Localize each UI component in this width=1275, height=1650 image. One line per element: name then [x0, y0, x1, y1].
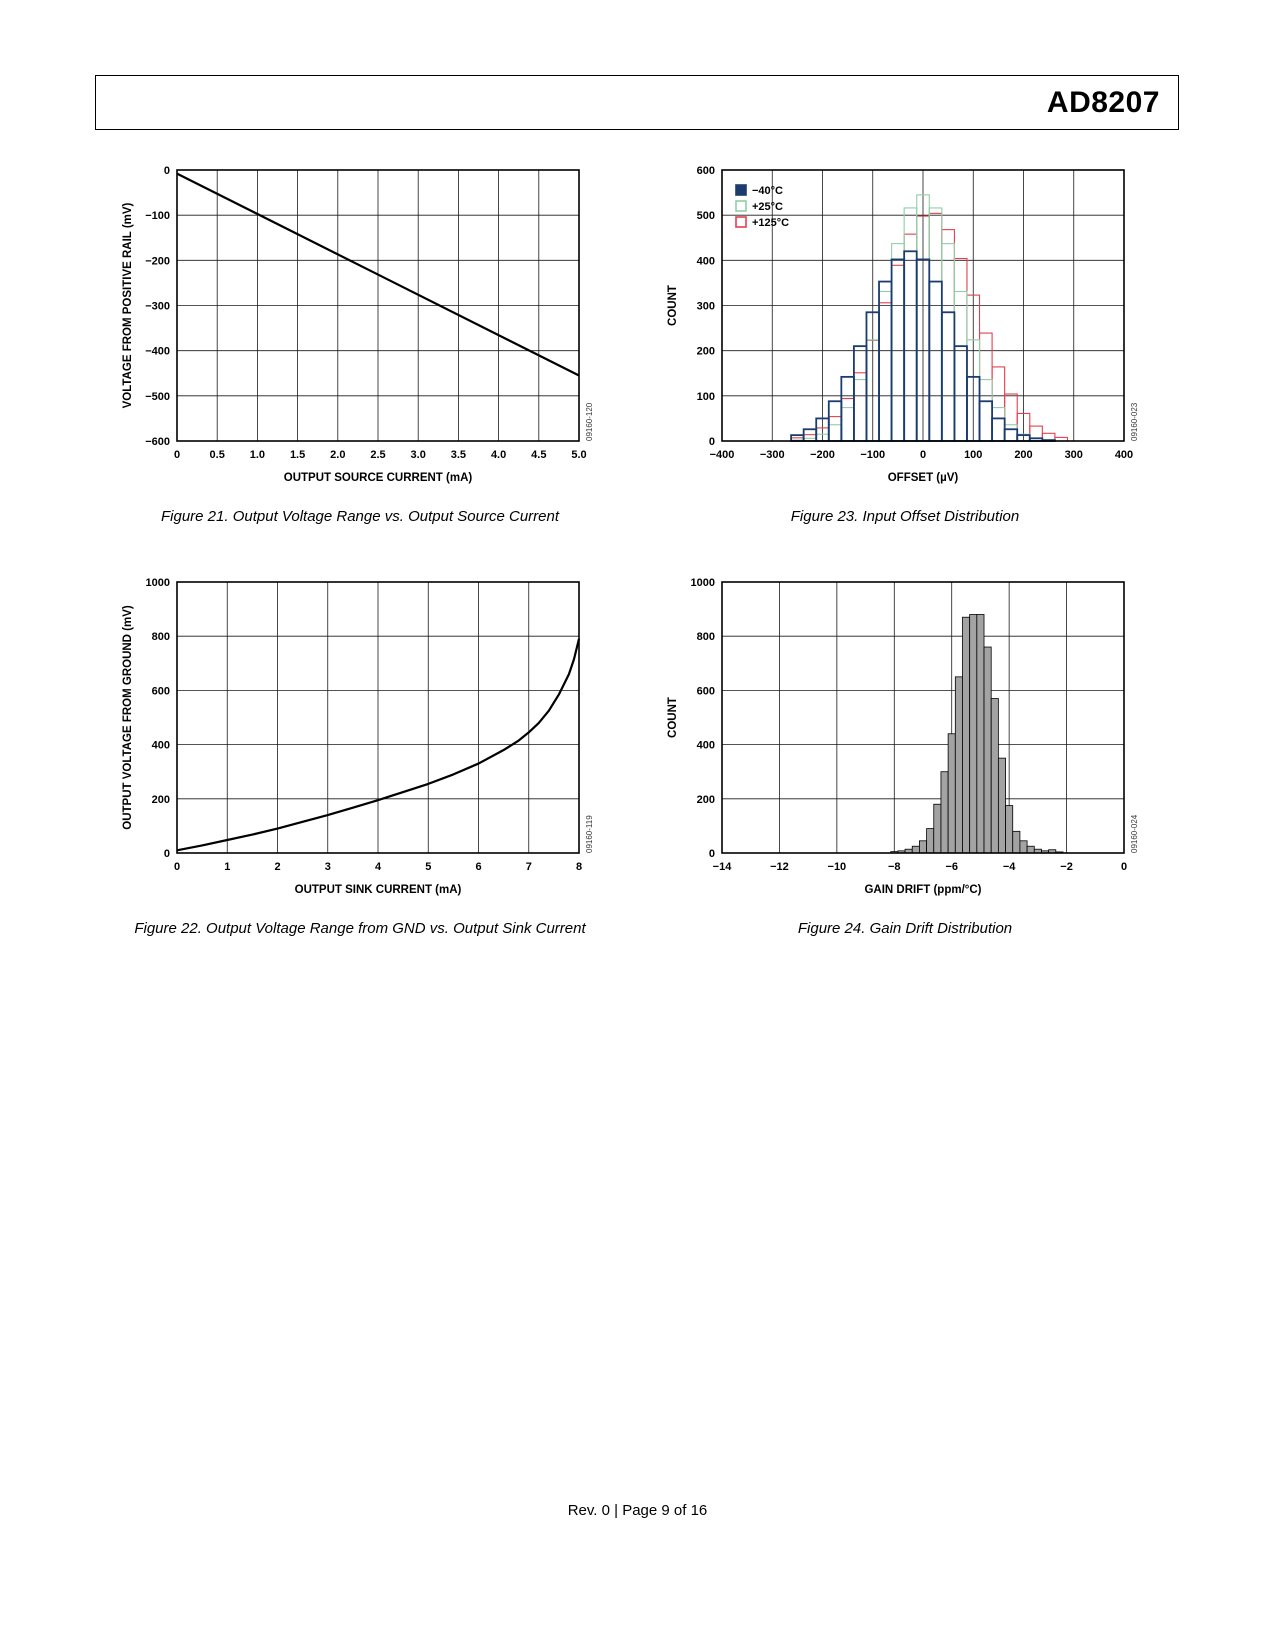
- svg-text:−10: −10: [828, 861, 847, 873]
- svg-text:400: 400: [152, 740, 170, 752]
- svg-text:600: 600: [697, 685, 715, 697]
- svg-text:−300: −300: [145, 301, 170, 313]
- figure-23-caption: Figure 23. Input Offset Distribution: [790, 508, 1020, 525]
- svg-text:09160-120: 09160-120: [585, 402, 594, 441]
- svg-text:0: 0: [174, 449, 180, 461]
- svg-text:5.0: 5.0: [571, 449, 586, 461]
- svg-text:0: 0: [920, 449, 926, 461]
- svg-text:OFFSET (µV): OFFSET (µV): [888, 472, 959, 484]
- svg-text:−300: −300: [760, 449, 785, 461]
- svg-text:600: 600: [152, 685, 170, 697]
- page-footer: Rev. 0 | Page 9 of 16: [567, 1502, 708, 1519]
- svg-text:200: 200: [1014, 449, 1032, 461]
- svg-text:COUNT: COUNT: [667, 285, 679, 326]
- svg-text:−200: −200: [810, 449, 835, 461]
- svg-text:−40°C: −40°C: [752, 185, 783, 197]
- svg-text:100: 100: [964, 449, 982, 461]
- svg-text:5: 5: [425, 861, 431, 873]
- svg-text:−100: −100: [860, 449, 885, 461]
- figure-21-chart: 0 0.5 1.0 1.5 2.0 2.5 3.0 3.5 4.0 4.5 5.0 0 −100 −200…: [122, 165, 594, 484]
- svg-text:1000: 1000: [691, 577, 715, 589]
- svg-text:VOLTAGE FROM POSITIVE RAIL (mV: VOLTAGE FROM POSITIVE RAIL (mV): [122, 202, 134, 408]
- svg-text:0: 0: [174, 861, 180, 873]
- svg-text:−4: −4: [1003, 861, 1016, 873]
- figure-23-chart: −400 −300 −200 −100 0 100 200 300 400 0 100 200 300 4…: [667, 165, 1139, 484]
- svg-text:0: 0: [1121, 861, 1127, 873]
- svg-text:COUNT: COUNT: [667, 697, 679, 738]
- svg-text:400: 400: [697, 255, 715, 267]
- svg-text:+125°C: +125°C: [752, 217, 789, 229]
- svg-text:2.0: 2.0: [330, 449, 345, 461]
- svg-text:−8: −8: [888, 861, 901, 873]
- svg-text:OUTPUT SOURCE CURRENT (mA): OUTPUT SOURCE CURRENT (mA): [284, 472, 473, 484]
- figure-21-caption: Figure 21. Output Voltage Range vs. Outp…: [161, 508, 559, 525]
- svg-text:0: 0: [709, 436, 715, 448]
- svg-text:−6: −6: [945, 861, 958, 873]
- svg-text:3: 3: [325, 861, 331, 873]
- svg-text:09160-119: 09160-119: [585, 815, 594, 853]
- svg-text:−2: −2: [1060, 861, 1073, 873]
- svg-text:200: 200: [697, 794, 715, 806]
- svg-text:09160-024: 09160-024: [1130, 814, 1139, 853]
- svg-text:−400: −400: [710, 449, 735, 461]
- svg-text:6: 6: [475, 861, 481, 873]
- part-number: AD8207: [1046, 85, 1160, 119]
- svg-text:1.5: 1.5: [290, 449, 305, 461]
- svg-text:1: 1: [224, 861, 230, 873]
- header-bar: AD8207: [95, 75, 1179, 130]
- figure-24: −14 −12 −10 −8 −6 −4 −2 0 0 200 400 600 800 1000 GAIN …: [660, 572, 1150, 937]
- svg-text:−600: −600: [145, 436, 170, 448]
- svg-text:800: 800: [697, 631, 715, 643]
- svg-text:4.0: 4.0: [491, 449, 506, 461]
- svg-text:1.0: 1.0: [250, 449, 265, 461]
- svg-text:GAIN DRIFT (ppm/°C): GAIN DRIFT (ppm/°C): [864, 884, 981, 896]
- figure-23: −400 −300 −200 −100 0 100 200 300 400 0 100 200 300 4…: [660, 160, 1150, 525]
- svg-text:800: 800: [152, 631, 170, 643]
- svg-text:500: 500: [697, 210, 715, 222]
- svg-text:0: 0: [709, 848, 715, 860]
- figure-24-caption: Figure 24. Gain Drift Distribution: [797, 920, 1013, 937]
- svg-text:+25°C: +25°C: [752, 201, 783, 213]
- svg-text:−100: −100: [145, 210, 170, 222]
- figure-24-chart: −14 −12 −10 −8 −6 −4 −2 0 0 200 400 600 800 1000 GAIN …: [667, 577, 1139, 896]
- svg-text:3.0: 3.0: [411, 449, 426, 461]
- svg-text:−500: −500: [145, 391, 170, 403]
- svg-text:4.5: 4.5: [531, 449, 546, 461]
- svg-text:400: 400: [697, 740, 715, 752]
- svg-text:0.5: 0.5: [210, 449, 225, 461]
- figure-22-chart: 0 1 2 3 4 5 6 7 8 0 200 400 600 800 1000 OUTPUT SINK CU…: [122, 577, 594, 896]
- svg-text:0: 0: [164, 165, 170, 177]
- figure-22-caption: Figure 22. Output Voltage Range from GND…: [134, 920, 586, 937]
- svg-text:OUTPUT SINK CURRENT (mA): OUTPUT SINK CURRENT (mA): [295, 884, 462, 896]
- svg-text:400: 400: [1115, 449, 1133, 461]
- svg-text:300: 300: [697, 301, 715, 313]
- svg-text:200: 200: [152, 794, 170, 806]
- svg-text:600: 600: [697, 165, 715, 177]
- figure-22: 0 1 2 3 4 5 6 7 8 0 200 400 600 800 1000 OUTPUT SINK CU…: [115, 572, 605, 937]
- svg-text:4: 4: [375, 861, 382, 873]
- svg-text:2.5: 2.5: [370, 449, 385, 461]
- svg-text:−14: −14: [713, 861, 733, 873]
- svg-text:200: 200: [697, 346, 715, 358]
- svg-text:1000: 1000: [146, 577, 170, 589]
- svg-text:7: 7: [526, 861, 532, 873]
- svg-text:300: 300: [1065, 449, 1083, 461]
- svg-text:OUTPUT VOLTAGE FROM GROUND (mV: OUTPUT VOLTAGE FROM GROUND (mV): [122, 605, 134, 830]
- svg-text:100: 100: [697, 391, 715, 403]
- svg-text:09160-023: 09160-023: [1130, 402, 1139, 441]
- svg-text:2: 2: [274, 861, 280, 873]
- svg-text:−400: −400: [145, 346, 170, 358]
- svg-text:3.5: 3.5: [451, 449, 466, 461]
- figure-21: 0 0.5 1.0 1.5 2.0 2.5 3.0 3.5 4.0 4.5 5.0 0 −100 −200…: [115, 160, 605, 525]
- svg-text:−200: −200: [145, 255, 170, 267]
- svg-text:−12: −12: [770, 861, 789, 873]
- svg-text:0: 0: [164, 848, 170, 860]
- svg-text:8: 8: [576, 861, 582, 873]
